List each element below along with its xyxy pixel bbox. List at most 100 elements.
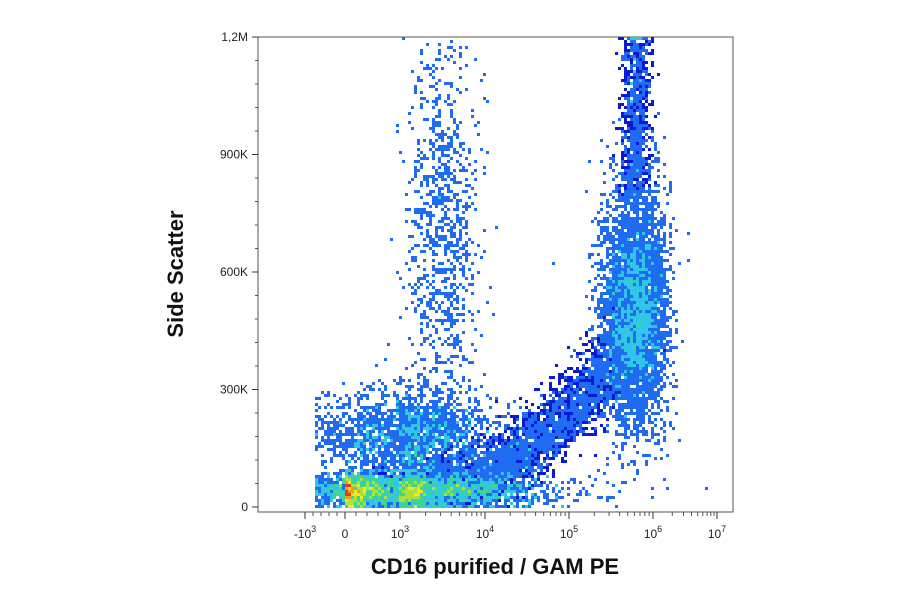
- density-cell: [618, 193, 621, 196]
- density-cell: [633, 238, 636, 241]
- density-cell: [468, 466, 471, 469]
- density-cell: [414, 361, 417, 364]
- density-cell: [411, 385, 414, 388]
- density-cell: [396, 130, 399, 133]
- density-cell: [618, 238, 621, 241]
- density-cell: [420, 451, 423, 454]
- density-cell: [636, 247, 639, 250]
- density-cell: [567, 394, 570, 397]
- density-cell: [672, 247, 675, 250]
- density-cell: [387, 475, 390, 478]
- density-cell: [429, 211, 432, 214]
- density-cell: [522, 415, 525, 418]
- density-cell: [645, 223, 648, 226]
- density-cell: [639, 142, 642, 145]
- density-cell: [420, 415, 423, 418]
- density-cell: [549, 439, 552, 442]
- density-cell: [639, 418, 642, 421]
- density-cell: [444, 313, 447, 316]
- density-cell: [621, 232, 624, 235]
- density-cell: [582, 421, 585, 424]
- density-cell: [432, 127, 435, 130]
- density-cell: [465, 226, 468, 229]
- density-cell: [507, 403, 510, 406]
- density-cell: [624, 193, 627, 196]
- density-cell: [426, 412, 429, 415]
- density-cell: [588, 415, 591, 418]
- density-cell: [543, 460, 546, 463]
- density-cell: [438, 199, 441, 202]
- density-cell: [576, 391, 579, 394]
- density-cell: [327, 448, 330, 451]
- density-cell: [603, 274, 606, 277]
- density-cell: [459, 475, 462, 478]
- density-cell: [546, 427, 549, 430]
- density-cell: [471, 313, 474, 316]
- density-cell: [369, 430, 372, 433]
- density-cell: [447, 376, 450, 379]
- density-cell: [627, 436, 630, 439]
- density-cell: [432, 325, 435, 328]
- density-cell: [528, 475, 531, 478]
- density-cell: [405, 385, 408, 388]
- density-cell: [423, 244, 426, 247]
- density-cell: [432, 274, 435, 277]
- density-cell: [432, 478, 435, 481]
- density-cell: [333, 472, 336, 475]
- density-cell: [675, 412, 678, 415]
- density-cell: [624, 364, 627, 367]
- density-cell: [552, 430, 555, 433]
- density-cell: [315, 430, 318, 433]
- density-cell: [648, 172, 651, 175]
- density-cell: [348, 439, 351, 442]
- density-cell: [321, 445, 324, 448]
- density-cell: [414, 211, 417, 214]
- density-cell: [450, 355, 453, 358]
- density-cell: [642, 394, 645, 397]
- density-cell: [474, 430, 477, 433]
- density-cell: [432, 295, 435, 298]
- density-cell: [579, 388, 582, 391]
- density-cell: [639, 190, 642, 193]
- density-cell: [498, 457, 501, 460]
- density-cell: [651, 277, 654, 280]
- density-cell: [456, 355, 459, 358]
- density-cell: [528, 448, 531, 451]
- density-cell: [636, 352, 639, 355]
- density-cell: [645, 205, 648, 208]
- density-cell: [636, 106, 639, 109]
- density-cell: [654, 208, 657, 211]
- density-cell: [474, 58, 477, 61]
- density-cell: [630, 268, 633, 271]
- density-cell: [627, 127, 630, 130]
- density-cell: [438, 121, 441, 124]
- density-cell: [630, 100, 633, 103]
- density-cell: [576, 376, 579, 379]
- density-cell: [501, 445, 504, 448]
- density-cell: [633, 73, 636, 76]
- density-cell: [597, 367, 600, 370]
- density-cell: [633, 307, 636, 310]
- density-cell: [636, 196, 639, 199]
- density-cell: [408, 430, 411, 433]
- density-cell: [432, 439, 435, 442]
- density-cell: [435, 271, 438, 274]
- density-cell: [627, 364, 630, 367]
- density-cell: [402, 160, 405, 163]
- density-cell: [360, 445, 363, 448]
- density-cell: [585, 391, 588, 394]
- density-cell: [417, 142, 420, 145]
- density-cell: [657, 295, 660, 298]
- density-cell: [351, 442, 354, 445]
- density-cell: [639, 241, 642, 244]
- density-cell: [315, 481, 318, 484]
- density-cell: [453, 400, 456, 403]
- density-cell: [537, 421, 540, 424]
- density-cell: [666, 304, 669, 307]
- density-cell: [618, 244, 621, 247]
- density-cell: [402, 415, 405, 418]
- density-cell: [438, 418, 441, 421]
- density-cell: [609, 310, 612, 313]
- density-cell: [438, 268, 441, 271]
- density-cell: [339, 454, 342, 457]
